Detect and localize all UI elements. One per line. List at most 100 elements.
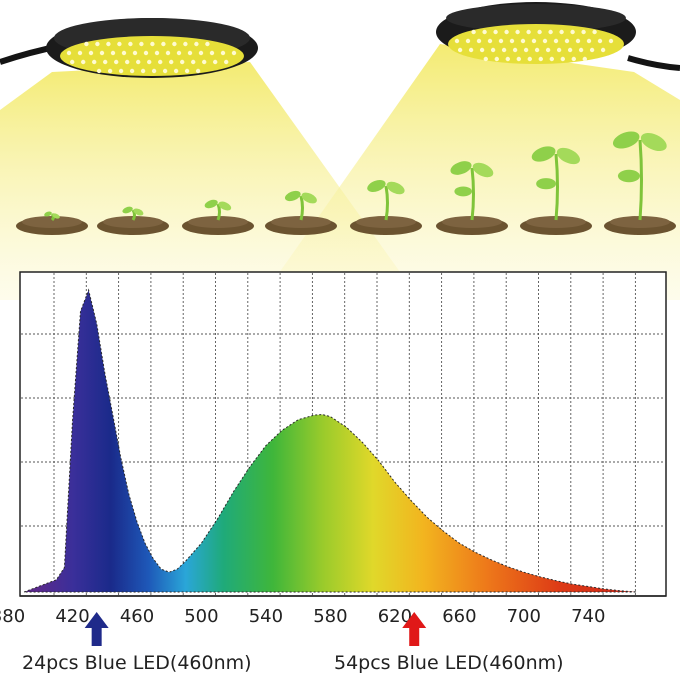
- led-dot: [534, 47, 540, 53]
- led-dot: [482, 29, 487, 35]
- led-dot: [476, 38, 482, 44]
- led-dot: [165, 50, 171, 56]
- led-dot: [184, 68, 190, 74]
- led-dot: [564, 38, 570, 44]
- led-dot: [205, 41, 210, 47]
- led-dot: [106, 41, 111, 47]
- led-dot: [224, 59, 229, 65]
- led-dot: [198, 50, 204, 56]
- seedling-stage: [604, 131, 676, 235]
- led-dot: [589, 47, 595, 53]
- led-dot: [140, 68, 146, 74]
- led-dot: [128, 41, 133, 47]
- seedling-stage: [265, 190, 337, 235]
- led-dot: [117, 41, 122, 47]
- led-dot: [465, 38, 471, 44]
- arrow-up-icon: [402, 612, 427, 646]
- led-dot: [487, 38, 493, 44]
- x-tick-label: 540: [249, 606, 283, 627]
- led-dot: [571, 56, 576, 62]
- led-dot: [570, 29, 575, 35]
- grow-lamp-icon: [0, 18, 258, 78]
- led-dot: [483, 56, 488, 62]
- led-dot: [523, 47, 529, 53]
- led-dot: [498, 38, 504, 44]
- seedling-stage: [436, 161, 508, 235]
- led-dot: [479, 47, 485, 53]
- led-dot: [110, 50, 116, 56]
- arrow-up-icon: [84, 612, 109, 646]
- led-dot: [81, 59, 86, 65]
- led-dot: [567, 47, 573, 53]
- led-dot: [162, 68, 168, 74]
- x-tick-label: 700: [507, 606, 541, 627]
- led-dot: [77, 50, 83, 56]
- grow-light-illustration: [0, 2, 680, 300]
- led-dot: [454, 38, 460, 44]
- led-dot: [213, 59, 218, 65]
- led-dot: [194, 41, 199, 47]
- led-dot: [526, 29, 531, 35]
- led-dot: [136, 59, 141, 65]
- seedling-growth-icon: [16, 131, 676, 235]
- led-dot: [501, 47, 507, 53]
- seedling-stage: [350, 180, 422, 235]
- x-tick-label: 380: [0, 606, 25, 627]
- led-dot: [231, 50, 237, 56]
- led-dot: [578, 47, 584, 53]
- x-tick-label: 740: [571, 606, 605, 627]
- led-dot: [549, 56, 554, 62]
- x-tick-label: 500: [184, 606, 218, 627]
- led-dot: [560, 56, 565, 62]
- led-dot: [592, 29, 597, 35]
- seedling-stage: [16, 211, 88, 235]
- led-dot: [70, 59, 75, 65]
- led-dot: [143, 50, 149, 56]
- led-dot: [471, 29, 476, 35]
- led-dot: [512, 47, 518, 53]
- led-dot: [183, 41, 188, 47]
- right-light-beam: [260, 44, 680, 300]
- led-dot: [121, 50, 127, 56]
- x-tick-label: 660: [442, 606, 476, 627]
- led-dot: [545, 47, 551, 53]
- led-dot: [129, 68, 135, 74]
- led-dot: [176, 50, 182, 56]
- led-dot: [132, 50, 138, 56]
- led-dot: [96, 68, 102, 74]
- x-tick-label: 420: [55, 606, 89, 627]
- led-dot: [553, 38, 559, 44]
- led-dot: [509, 38, 515, 44]
- led-dot: [581, 29, 586, 35]
- led-dot: [468, 47, 474, 53]
- led-dot: [608, 38, 614, 44]
- led-dot: [125, 59, 130, 65]
- led-dot: [169, 59, 174, 65]
- led-dot: [161, 41, 166, 47]
- led-dot: [118, 68, 124, 74]
- seedling-stage: [97, 206, 169, 235]
- led-dot: [172, 41, 177, 47]
- led-dot: [150, 41, 155, 47]
- led-dot: [515, 29, 520, 35]
- led-dot: [538, 56, 543, 62]
- led-dot: [95, 41, 100, 47]
- led-dot: [542, 38, 548, 44]
- led-dot: [600, 47, 606, 53]
- led-dot: [139, 41, 144, 47]
- led-dot: [556, 47, 562, 53]
- led-dot: [493, 29, 498, 35]
- x-tick-label: 580: [313, 606, 347, 627]
- led-dot: [84, 41, 89, 47]
- led-dot: [559, 29, 564, 35]
- annotation-arrows: [84, 612, 427, 646]
- annotation-label-right: 54pcs Blue LED(460nm): [334, 652, 564, 674]
- led-dot: [597, 38, 603, 44]
- led-dot: [531, 38, 537, 44]
- x-tick-label: 460: [120, 606, 154, 627]
- led-dot: [195, 68, 201, 74]
- led-dot: [191, 59, 196, 65]
- led-dot: [187, 50, 193, 56]
- led-dot: [114, 59, 119, 65]
